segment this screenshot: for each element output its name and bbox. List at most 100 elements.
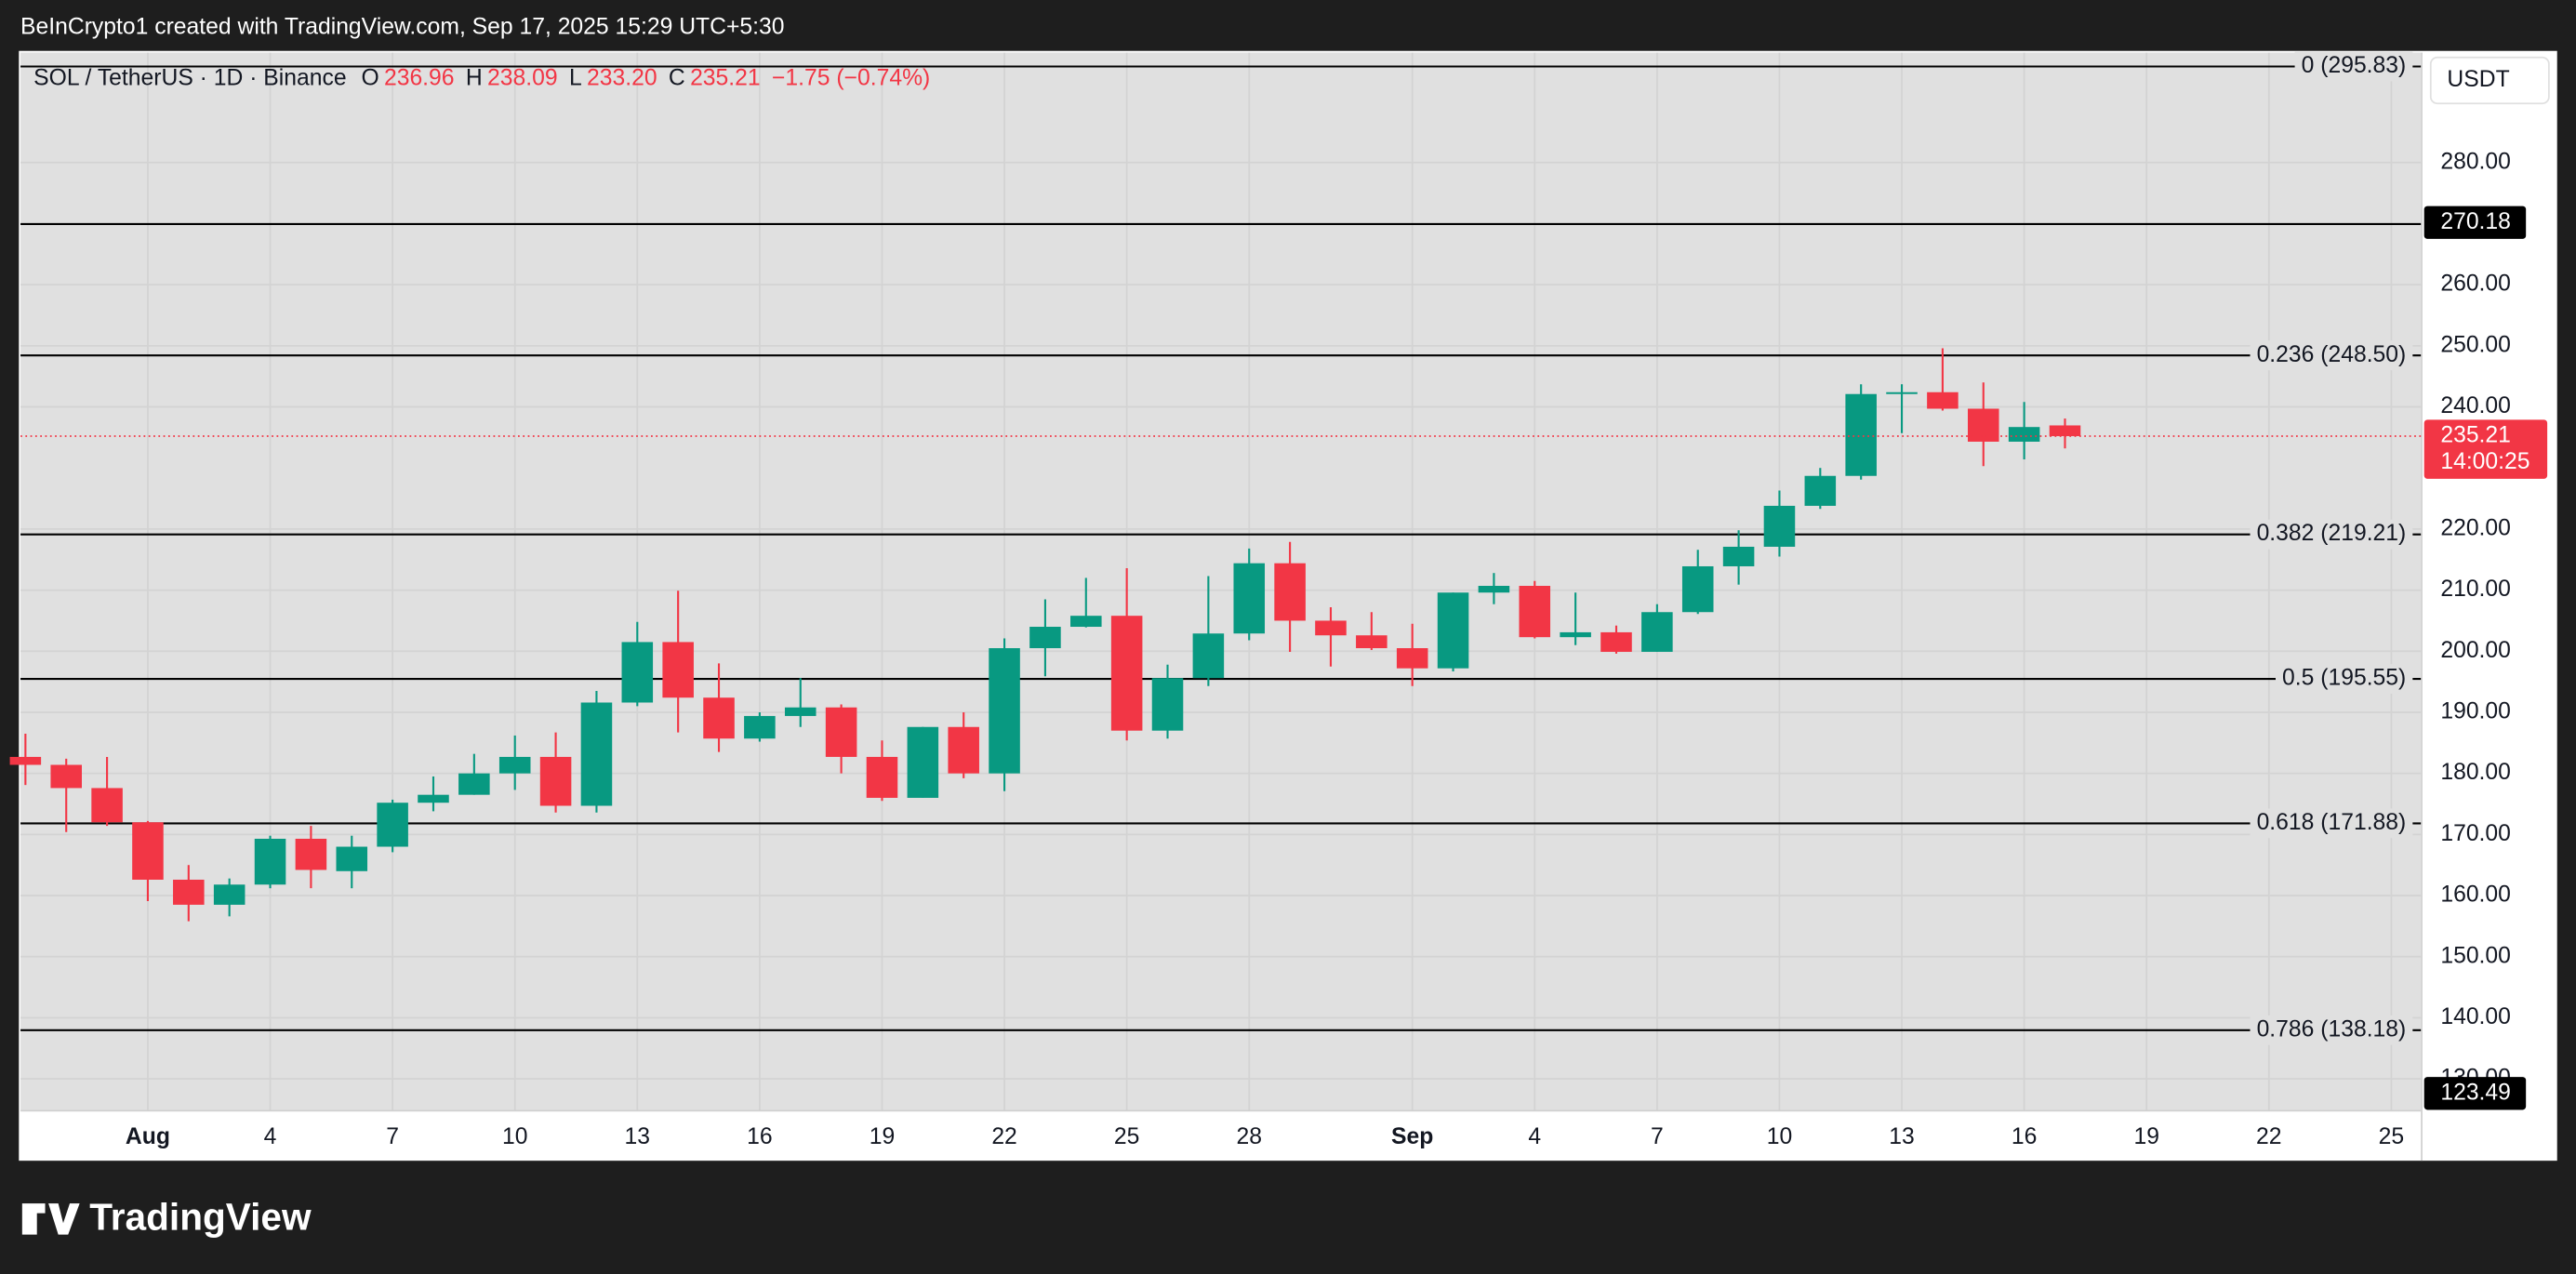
candle-body: [1763, 505, 1796, 547]
x-tick-label: 19: [2133, 1124, 2158, 1149]
x-tick-label: 10: [1767, 1124, 1792, 1149]
fib-level-label: 0.618 (171.88): [2257, 810, 2407, 835]
candle-body: [1356, 635, 1388, 649]
y-tick-label: 190.00: [2440, 699, 2511, 724]
fib-level-label: 0.382 (219.21): [2257, 521, 2407, 546]
currency: USDT: [2447, 67, 2509, 92]
x-tick-label: 22: [991, 1124, 1016, 1149]
last-price-badge: [2423, 419, 2548, 479]
candle-body: [539, 756, 572, 806]
change: −1.75 (−0.74%): [772, 65, 930, 90]
plot: [9, 51, 2422, 1110]
candle-body: [2049, 425, 2081, 436]
candle-body: [295, 838, 327, 870]
ohlc-key: O: [361, 65, 378, 90]
x-tick-label: 7: [1651, 1124, 1664, 1149]
candle-body: [213, 884, 246, 905]
candle-body: [1396, 648, 1428, 669]
symbol: SOL / TetherUS · 1D · Binance: [33, 65, 346, 90]
x-tick-label: 13: [625, 1124, 650, 1149]
y-tick-label: 180.00: [2440, 760, 2511, 785]
candle-body: [1110, 616, 1143, 731]
y-tick-label: 140.00: [2440, 1004, 2511, 1029]
x-tick-label: 25: [1114, 1124, 1139, 1149]
fib-level-label: 0.236 (248.50): [2257, 342, 2407, 367]
candle-body: [1967, 408, 1999, 442]
x-tick-label: 28: [1236, 1124, 1261, 1149]
candle-body: [1845, 393, 1877, 476]
candle-body: [9, 756, 42, 765]
candle-body: [50, 764, 82, 789]
ohlc-value: 233.20: [587, 65, 657, 90]
candle-body: [1151, 678, 1184, 731]
candle-body: [458, 773, 490, 795]
last-price-label: 235.21: [2440, 423, 2511, 448]
candle-body: [1233, 563, 1266, 634]
y-tick-label: 240.00: [2440, 393, 2511, 418]
candle-body: [1641, 612, 1673, 652]
candle-body: [2008, 427, 2040, 442]
fib-label-bg: [2250, 808, 2413, 839]
fib-label-bg: [2276, 664, 2413, 694]
candle-body: [1274, 563, 1306, 621]
ohlc-key: H: [466, 65, 483, 90]
fib-label-bg: [2294, 51, 2413, 82]
x-tick-label: Sep: [1391, 1124, 1433, 1149]
price-mark-label: 123.49: [2440, 1080, 2511, 1105]
tradingview-logo: TradingView: [21, 1195, 312, 1238]
candle-body: [1519, 585, 1551, 638]
y-tick-label: 200.00: [2440, 638, 2511, 663]
candle-body: [91, 788, 123, 823]
fib-label-bg: [2250, 340, 2413, 371]
ohlc-key: C: [669, 65, 685, 90]
x-tick-label: 13: [1889, 1124, 1914, 1149]
y-tick-label: 150.00: [2440, 943, 2511, 968]
candle-body: [498, 756, 531, 774]
candle-body: [1886, 391, 1918, 394]
price-mark-label: 270.18: [2440, 209, 2511, 234]
candle-body: [1192, 633, 1225, 679]
candle-body: [1315, 620, 1347, 636]
x-tick-label: 4: [264, 1124, 277, 1149]
candle-body: [703, 697, 735, 739]
x-tick-label: 16: [747, 1124, 772, 1149]
candle-body: [1681, 565, 1714, 613]
candle-body: [866, 756, 898, 798]
candle-body: [1560, 631, 1591, 638]
x-tick-label: 19: [870, 1124, 895, 1149]
candle-body: [1804, 475, 1837, 506]
y-tick-label: 250.00: [2440, 332, 2511, 357]
candle-body: [784, 707, 817, 716]
ohlc-key: L: [569, 65, 582, 90]
fib-label-bg: [2250, 519, 2413, 550]
price-mark-badge: [2423, 206, 2527, 239]
logo-text: TradingView: [89, 1195, 312, 1238]
y-tick-label: 170.00: [2440, 821, 2511, 846]
candle-body: [662, 642, 694, 698]
candle-body: [1437, 592, 1469, 669]
currency-box: [2429, 56, 2550, 105]
logo-icon: [21, 1203, 80, 1235]
candle-body: [907, 726, 939, 798]
candle-body: [825, 707, 857, 757]
fib-level-label: 0 (295.83): [2302, 53, 2407, 78]
x-tick-label: 25: [2379, 1124, 2404, 1149]
y-tick-label: 260.00: [2440, 272, 2511, 297]
y-tick-label: 160.00: [2440, 883, 2511, 908]
x-tick-label: 10: [502, 1124, 527, 1149]
candle-body: [336, 846, 368, 871]
x-tick-label: 7: [386, 1124, 399, 1149]
candle-body: [132, 822, 164, 880]
candle-body: [173, 879, 205, 905]
candle-body: [989, 648, 1020, 774]
ohlc-value: 238.09: [487, 65, 558, 90]
x-tick-label: 16: [2012, 1124, 2037, 1149]
candle-body: [1927, 391, 1959, 409]
candle-body: [1600, 631, 1632, 652]
countdown-label: 14:00:25: [2440, 449, 2530, 474]
candle-body: [1029, 627, 1061, 649]
ohlc-value: 236.96: [384, 65, 455, 90]
candle-body: [1722, 546, 1755, 566]
